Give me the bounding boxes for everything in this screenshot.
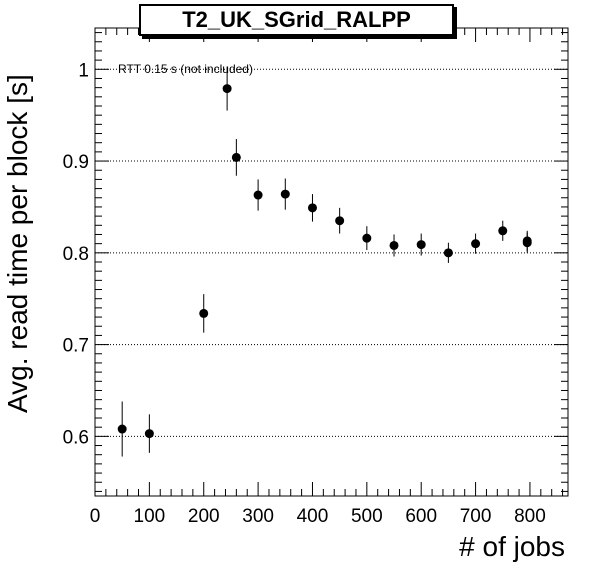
annotation-text: RTT 0.15 s (not included) bbox=[118, 62, 253, 76]
data-point bbox=[522, 238, 532, 248]
gridlines bbox=[95, 68, 568, 437]
data-point bbox=[389, 240, 399, 250]
data-points bbox=[117, 66, 532, 457]
data-point bbox=[117, 424, 127, 434]
data-point bbox=[253, 190, 263, 200]
x-tick-label: 0 bbox=[90, 506, 101, 527]
data-point bbox=[335, 216, 345, 226]
y-tick-label: 1 bbox=[78, 60, 89, 81]
y-tick-label: 0.7 bbox=[63, 336, 89, 357]
data-point bbox=[416, 240, 426, 250]
x-tick-label: 200 bbox=[188, 506, 220, 527]
y-tick-label: 0.9 bbox=[63, 152, 89, 173]
data-point bbox=[362, 233, 372, 243]
y-tick-label: 0.6 bbox=[63, 427, 89, 448]
y-tick-label: 0.8 bbox=[63, 244, 89, 265]
data-point bbox=[498, 226, 508, 236]
chart-title: T2_UK_SGrid_RALPP bbox=[139, 4, 454, 36]
data-point bbox=[231, 152, 241, 162]
x-tick-label: 300 bbox=[242, 506, 274, 527]
y-axis: 0.6 0.7 0.8 0.9 1 bbox=[63, 32, 568, 492]
data-point bbox=[144, 429, 154, 439]
data-point bbox=[199, 308, 209, 318]
y-axis-label: Avg. read time per block [s] bbox=[2, 74, 33, 413]
x-tick-label: 400 bbox=[297, 506, 329, 527]
data-point bbox=[222, 84, 232, 94]
x-tick-label: 600 bbox=[405, 506, 437, 527]
data-point bbox=[280, 189, 290, 199]
x-axis: 0 100 200 300 400 500 600 700 800 bbox=[90, 28, 564, 527]
x-tick-label: 800 bbox=[514, 506, 546, 527]
data-point bbox=[307, 203, 317, 213]
data-point bbox=[443, 248, 453, 258]
x-tick-label: 700 bbox=[460, 506, 492, 527]
x-axis-label: # of jobs bbox=[459, 531, 565, 562]
data-point bbox=[471, 239, 481, 249]
plot-frame bbox=[94, 27, 569, 497]
x-tick-label: 500 bbox=[351, 506, 383, 527]
x-tick-label: 100 bbox=[134, 506, 166, 527]
